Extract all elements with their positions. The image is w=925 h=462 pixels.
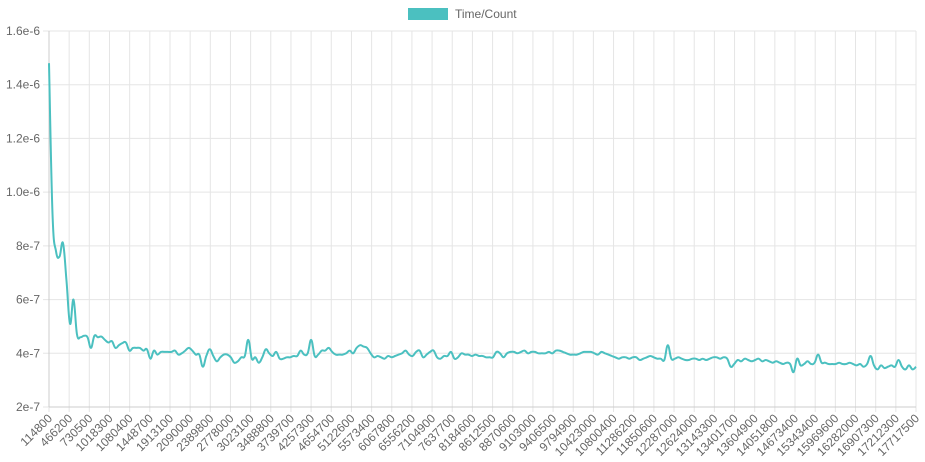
y-axis-ticks: 2e-7 4e-7 6e-7 8e-7 1.0e-6 1.2e-6 1.4e-6 1.6e-6 bbox=[6, 24, 40, 414]
y-tick-label: 1.0e-6 bbox=[6, 185, 40, 199]
y-tick-label: 8e-7 bbox=[16, 239, 40, 253]
grid bbox=[43, 30, 917, 412]
y-tick-label: 4e-7 bbox=[16, 346, 40, 360]
y-tick-label: 6e-7 bbox=[16, 293, 40, 307]
y-tick-label: 1.4e-6 bbox=[6, 78, 40, 92]
y-tick-label: 1.6e-6 bbox=[6, 24, 40, 38]
y-tick-label: 1.2e-6 bbox=[6, 131, 40, 145]
y-tick-label: 2e-7 bbox=[16, 400, 40, 414]
legend-label[interactable]: Time/Count bbox=[455, 7, 517, 21]
x-axis-ticks: 1148004662007305001018300108040014487001… bbox=[18, 411, 923, 459]
legend-swatch[interactable] bbox=[408, 8, 448, 20]
legend[interactable]: Time/Count bbox=[408, 7, 517, 21]
series-line-time-count bbox=[48, 63, 917, 374]
